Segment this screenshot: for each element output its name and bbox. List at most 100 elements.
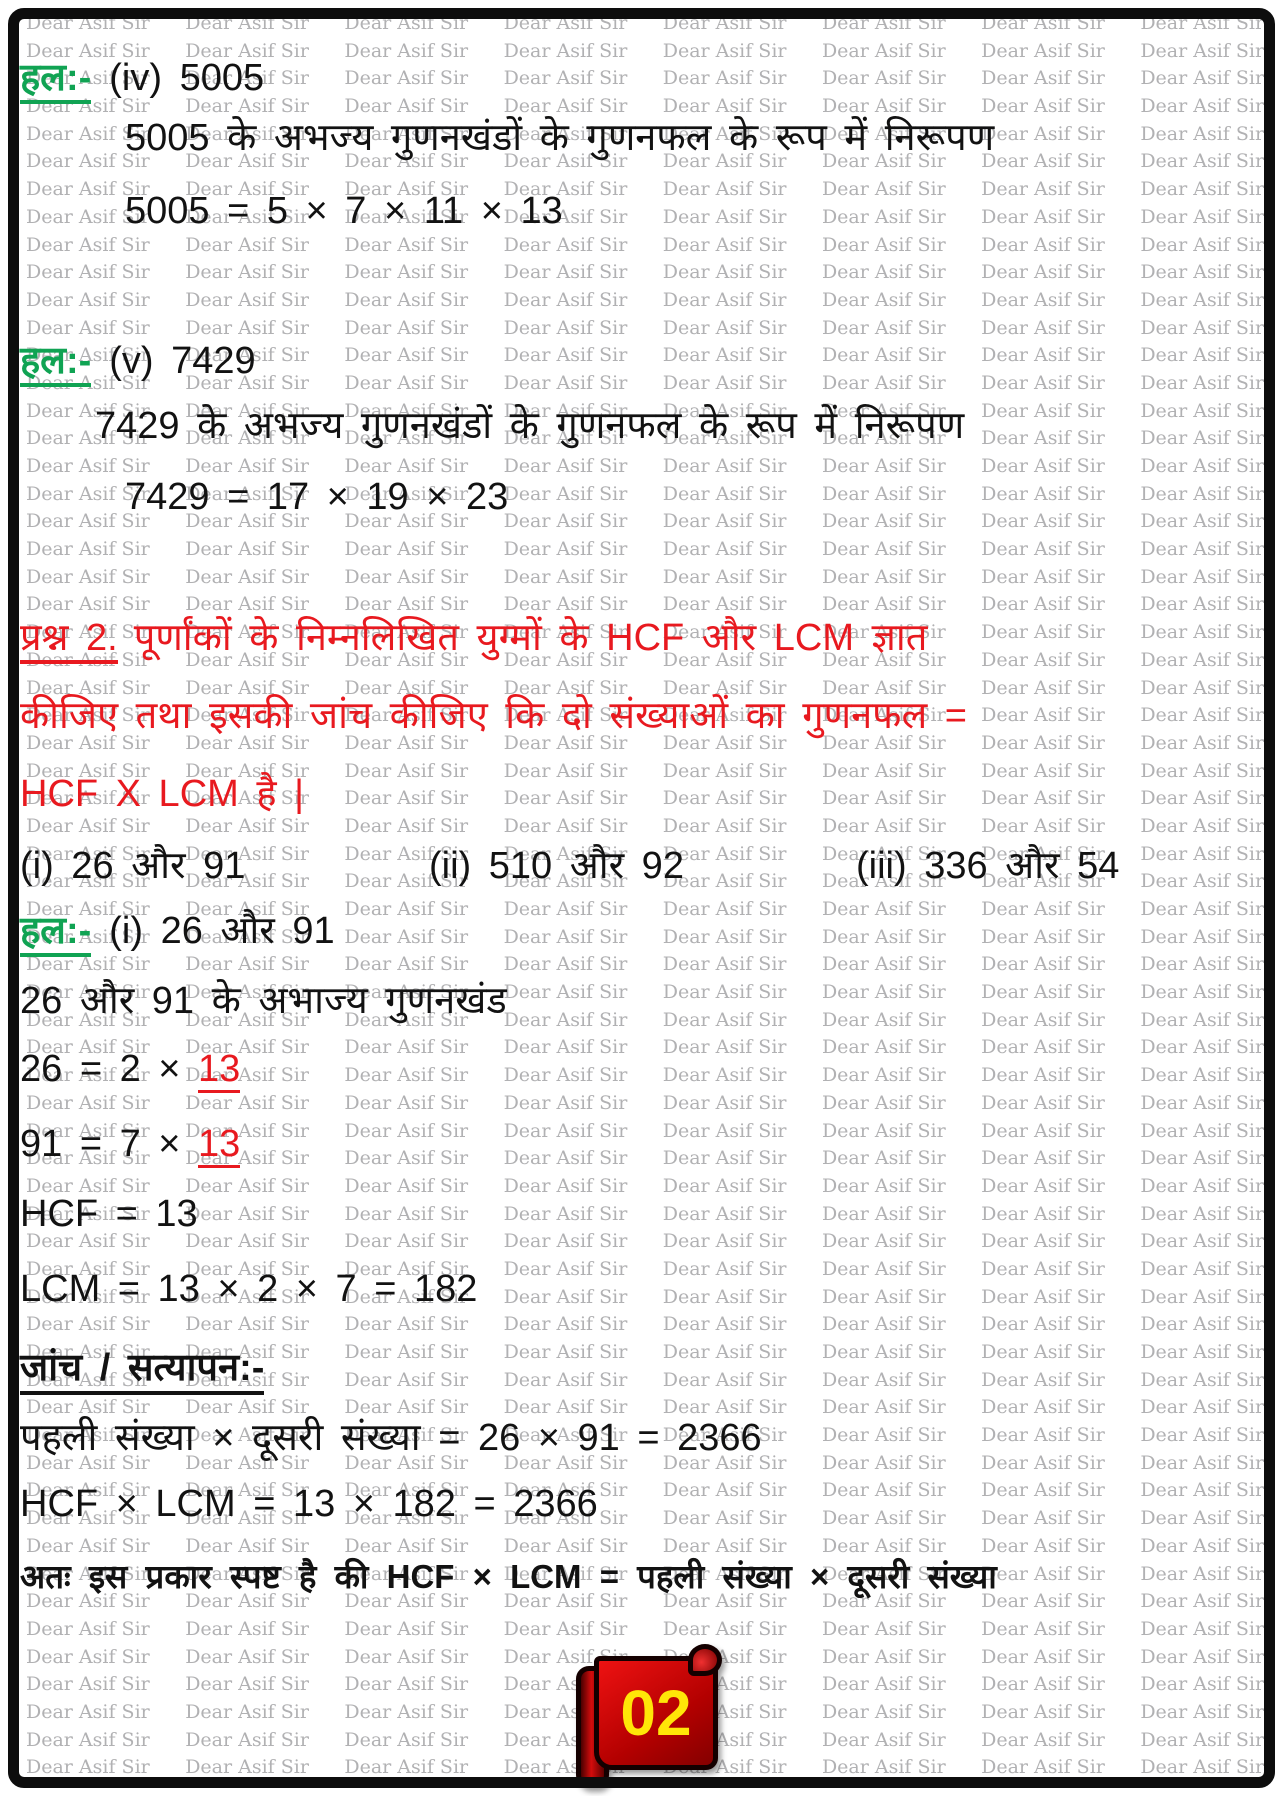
watermark-text: Dear Asif Sir <box>981 676 1105 699</box>
watermark-text: Dear Asif Sir <box>1140 1285 1265 1308</box>
watermark-text: Dear Asif Sir <box>821 39 946 62</box>
watermark-text: Dear Asif Sir <box>662 1230 787 1253</box>
watermark-text: Dear Asif Sir <box>503 759 628 782</box>
solution-iv-heading: हल:- (iv) 5005 <box>20 50 264 104</box>
watermark-text: Dear Asif Sir <box>1140 261 1265 284</box>
watermark-text: Dear Asif Sir <box>662 344 787 367</box>
watermark-text: Dear Asif Sir <box>185 676 309 699</box>
watermark-text: Dear Asif Sir <box>981 344 1105 367</box>
watermark-text: Dear Asif Sir <box>821 898 946 920</box>
watermark-text: Dear Asif Sir <box>503 1174 628 1197</box>
watermark-text: Dear Asif Sir <box>821 427 946 450</box>
watermark-text: Dear Asif Sir <box>662 150 787 173</box>
watermark-text: Dear Asif Sir <box>981 455 1105 477</box>
watermark-text: Dear Asif Sir <box>344 1036 469 1059</box>
watermark-text: Dear Asif Sir <box>344 704 469 727</box>
watermark-text: Dear Asif Sir <box>981 1285 1105 1308</box>
watermark-text: Dear Asif Sir <box>26 1424 150 1447</box>
watermark-text: Dear Asif Sir <box>26 1590 150 1613</box>
watermark-text: Dear Asif Sir <box>503 1008 628 1031</box>
watermark-text: Dear Asif Sir <box>981 538 1105 561</box>
equation-5005: 5005 = 5 × 7 × 11 × 13 <box>125 190 563 232</box>
watermark-text: Dear Asif Sir <box>344 759 469 782</box>
watermark-text: Dear Asif Sir <box>821 676 946 699</box>
watermark-text: Dear Asif Sir <box>662 1119 787 1142</box>
watermark-text: Dear Asif Sir <box>503 981 628 1004</box>
watermark-text: Dear Asif Sir <box>185 1451 309 1474</box>
solution-v-number: (v) 7429 <box>109 340 256 382</box>
watermark-text: Dear Asif Sir <box>1140 1313 1265 1336</box>
watermark-text: Dear Asif Sir <box>1140 898 1265 920</box>
watermark-text: Dear Asif Sir <box>1140 1451 1265 1474</box>
watermark-text: Dear Asif Sir <box>503 1617 628 1640</box>
watermark-text: Dear Asif Sir <box>26 1147 150 1170</box>
watermark-text: Dear Asif Sir <box>662 1341 787 1363</box>
watermark-text: Dear Asif Sir <box>662 898 787 920</box>
watermark-text: Dear Asif Sir <box>344 1396 469 1419</box>
watermark-text: Dear Asif Sir <box>1140 565 1265 588</box>
watermark-text: Dear Asif Sir <box>344 288 469 311</box>
watermark-text: Dear Asif Sir <box>26 1507 150 1530</box>
watermark-text: Dear Asif Sir <box>26 12 150 34</box>
watermark-text: Dear Asif Sir <box>344 1673 469 1696</box>
watermark-text: Dear Asif Sir <box>821 1091 946 1114</box>
watermark-text: Dear Asif Sir <box>662 1202 787 1225</box>
watermark-text: Dear Asif Sir <box>981 870 1105 893</box>
watermark-text: Dear Asif Sir <box>185 1064 309 1087</box>
watermark-text: Dear Asif Sir <box>821 233 946 256</box>
watermark-text: Dear Asif Sir <box>662 870 787 893</box>
watermark-text: Dear Asif Sir <box>344 1479 469 1502</box>
watermark-text: Dear Asif Sir <box>344 67 469 90</box>
watermark-text: Dear Asif Sir <box>821 1008 946 1031</box>
watermark-text: Dear Asif Sir <box>662 925 787 948</box>
watermark-text: Dear Asif Sir <box>662 399 787 422</box>
watermark-text: Dear Asif Sir <box>26 1257 150 1280</box>
watermark-text: Dear Asif Sir <box>503 178 628 201</box>
watermark-text: Dear Asif Sir <box>821 1673 946 1696</box>
watermark-text: Dear Asif Sir <box>26 565 150 588</box>
watermark-text: Dear Asif Sir <box>981 842 1105 865</box>
watermark-text: Dear Asif Sir <box>1140 870 1265 893</box>
watermark-text: Dear Asif Sir <box>185 316 309 339</box>
page-number: 02 <box>620 1677 692 1749</box>
watermark-text: Dear Asif Sir <box>185 1230 309 1253</box>
watermark-text: Dear Asif Sir <box>981 261 1105 284</box>
watermark-text: Dear Asif Sir <box>503 1230 628 1253</box>
watermark-text: Dear Asif Sir <box>981 953 1105 976</box>
watermark-text: Dear Asif Sir <box>26 648 150 671</box>
watermark-text: Dear Asif Sir <box>503 1091 628 1114</box>
watermark-text: Dear Asif Sir <box>344 1091 469 1114</box>
watermark-text: Dear Asif Sir <box>821 178 946 201</box>
watermark-text: Dear Asif Sir <box>185 870 309 893</box>
watermark-text: Dear Asif Sir <box>981 1507 1105 1530</box>
watermark-text: Dear Asif Sir <box>981 759 1105 782</box>
factorization-26: 26 = 2 × 13 <box>20 1048 241 1093</box>
watermark-text: Dear Asif Sir <box>1140 344 1265 367</box>
watermark-text: Dear Asif Sir <box>981 1617 1105 1640</box>
watermark-text: Dear Asif Sir <box>185 1008 309 1031</box>
watermark-text: Dear Asif Sir <box>662 1534 787 1557</box>
watermark-text: Dear Asif Sir <box>1140 1728 1265 1751</box>
watermark-text: Dear Asif Sir <box>821 67 946 90</box>
watermark-text: Dear Asif Sir <box>185 1257 309 1280</box>
watermark-text: Dear Asif Sir <box>662 1479 787 1502</box>
solution-i-heading: हल:- (i) 26 और 91 <box>20 903 335 957</box>
watermark-text: Dear Asif Sir <box>185 1202 309 1225</box>
watermark-text: Dear Asif Sir <box>185 150 309 173</box>
watermark-text: Dear Asif Sir <box>503 1313 628 1336</box>
watermark-text: Dear Asif Sir <box>503 12 628 34</box>
watermark-text: Dear Asif Sir <box>821 205 946 228</box>
watermark-text: Dear Asif Sir <box>821 1174 946 1197</box>
watermark-text: Dear Asif Sir <box>662 12 787 34</box>
watermark-text: Dear Asif Sir <box>185 371 309 394</box>
watermark-text: Dear Asif Sir <box>26 538 150 561</box>
watermark-text: Dear Asif Sir <box>185 1119 309 1142</box>
watermark-text: Dear Asif Sir <box>821 12 946 34</box>
watermark-text: Dear Asif Sir <box>503 510 628 533</box>
watermark-text: Dear Asif Sir <box>185 648 309 671</box>
watermark-text: Dear Asif Sir <box>503 95 628 118</box>
watermark-text: Dear Asif Sir <box>503 538 628 561</box>
watermark-text: Dear Asif Sir <box>821 1119 946 1142</box>
watermark-text: Dear Asif Sir <box>662 178 787 201</box>
watermark-text: Dear Asif Sir <box>503 67 628 90</box>
